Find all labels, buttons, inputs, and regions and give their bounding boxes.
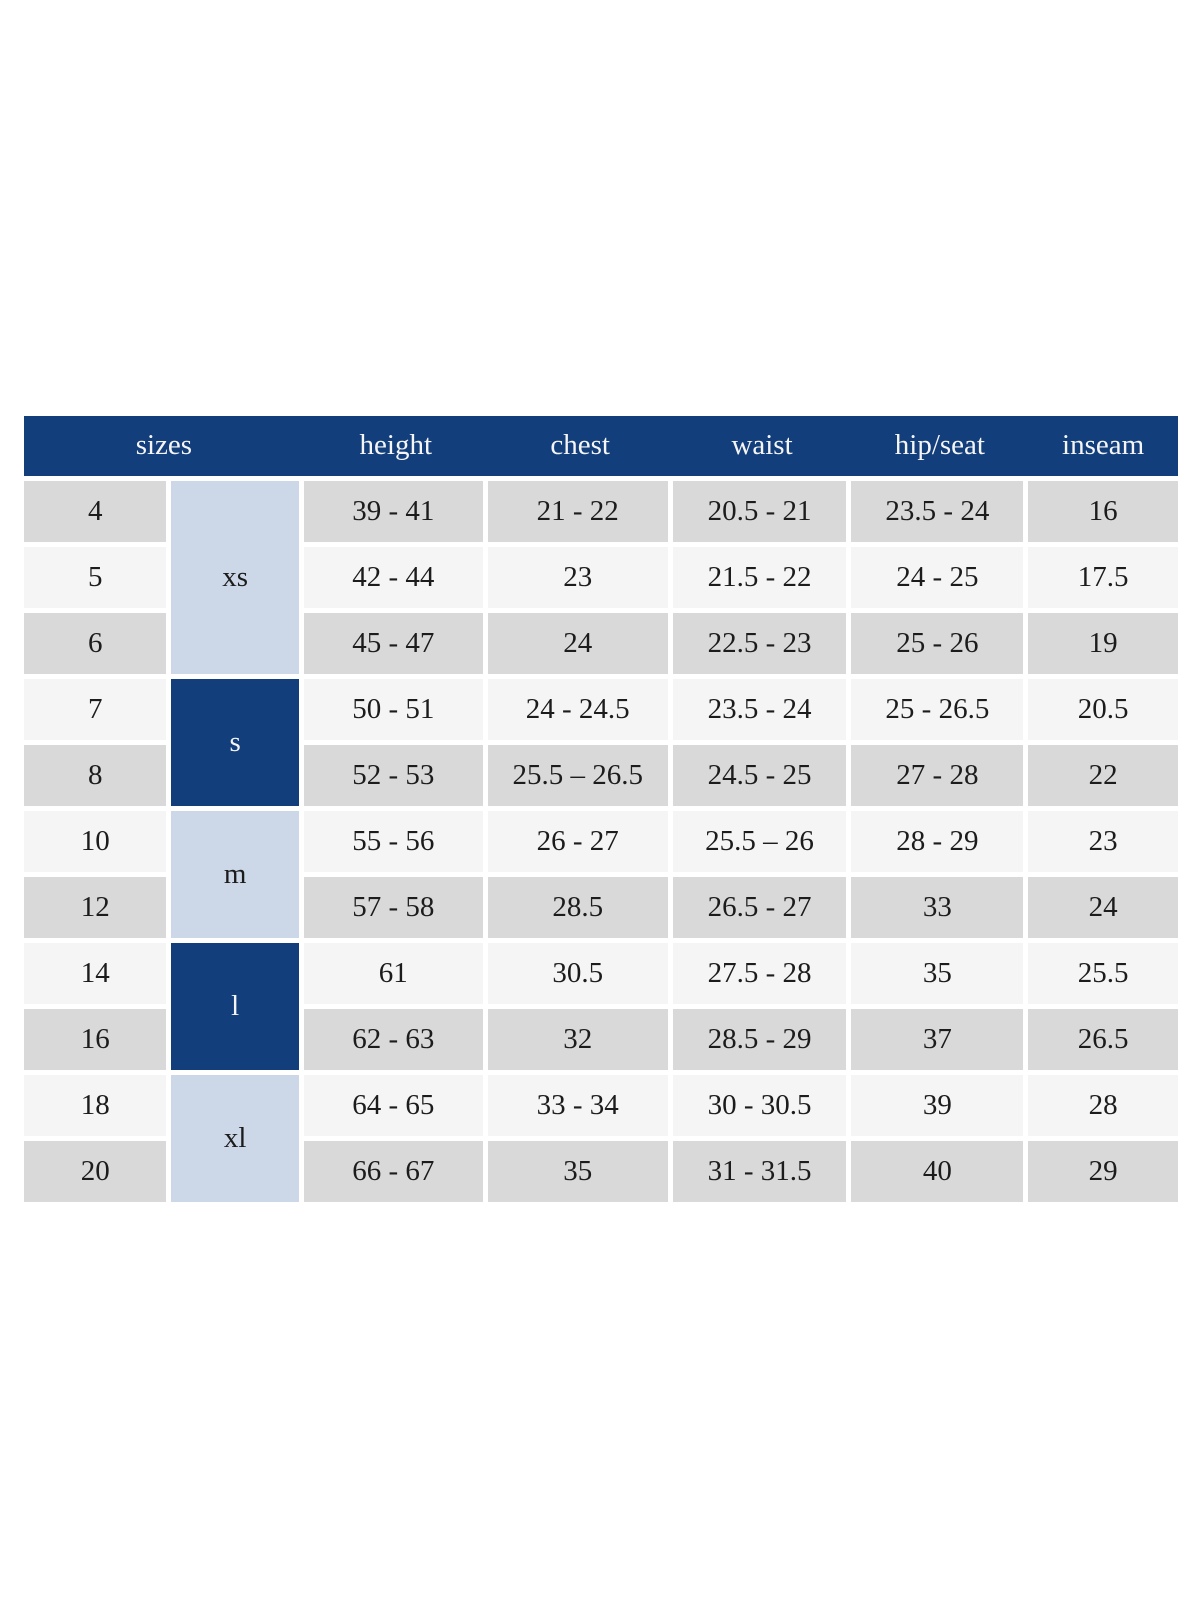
inseam-cell: 19: [1028, 613, 1178, 679]
size-chart-table: sizes height chest waist hip/seat inseam…: [24, 416, 1178, 1207]
height-cell: 50 - 51: [303, 679, 488, 745]
hip-seat-cell: 35: [851, 943, 1029, 1009]
group-cell-xl: xl: [171, 1075, 304, 1207]
hip-seat-cell: 23.5 - 24: [851, 481, 1029, 547]
hip-seat-cell: 28 - 29: [851, 811, 1029, 877]
waist-cell: 22.5 - 23: [672, 613, 852, 679]
size-cell: 16: [24, 1009, 172, 1075]
waist-cell: 20.5 - 21: [672, 481, 852, 547]
hip-seat-cell: 40: [851, 1141, 1029, 1207]
size-cell: 14: [24, 943, 172, 1009]
waist-cell: 30 - 30.5: [672, 1075, 852, 1141]
inseam-cell: 23: [1028, 811, 1178, 877]
size-cell: 7: [24, 679, 172, 745]
height-cell: 62 - 63: [303, 1009, 488, 1075]
chest-cell: 35: [487, 1141, 673, 1207]
header-chest: chest: [487, 416, 673, 481]
header-sizes: sizes: [24, 416, 304, 481]
table-row: 4 xs 39 - 41 21 - 22 20.5 - 21 23.5 - 24…: [24, 481, 1178, 679]
chest-cell: 32: [487, 1009, 673, 1075]
chest-cell: 26 - 27: [487, 811, 673, 877]
header-inseam: inseam: [1028, 416, 1178, 481]
size-cell: 6: [24, 613, 172, 679]
inseam-cell: 16: [1028, 481, 1178, 547]
inseam-cell: 29: [1028, 1141, 1178, 1207]
height-cell: 39 - 41: [303, 481, 488, 547]
inseam-cell: 26.5: [1028, 1009, 1178, 1075]
size-cell: 4: [24, 481, 172, 547]
inseam-cell: 25.5: [1028, 943, 1178, 1009]
waist-cell: 21.5 - 22: [672, 547, 852, 613]
table-row: 8 52 - 53 25.5 – 26.5 24.5 - 25 27 - 28 …: [24, 745, 1178, 811]
waist-cell: 31 - 31.5: [672, 1141, 852, 1207]
header-height: height: [303, 416, 488, 481]
header-hip-seat: hip/seat: [851, 416, 1029, 481]
chest-cell: 30.5: [487, 943, 673, 1009]
chest-cell: 25.5 – 26.5: [487, 745, 673, 811]
table-row: 10 m 55 - 56 26 - 27 25.5 – 26 28 - 29 2…: [24, 811, 1178, 943]
size-cell: 10: [24, 811, 172, 877]
table-row: 5 42 - 44 23 21.5 - 22 24 - 25 17.5: [24, 547, 1178, 613]
size-chart: sizes height chest waist hip/seat inseam…: [24, 416, 1178, 1207]
waist-cell: 26.5 - 27: [672, 877, 852, 943]
inseam-cell: 28: [1028, 1075, 1178, 1141]
size-cell: 12: [24, 877, 172, 943]
hip-seat-cell: 25 - 26: [851, 613, 1029, 679]
table-row: 12 57 - 58 28.5 26.5 - 27 33 24: [24, 877, 1178, 943]
size-cell: 5: [24, 547, 172, 613]
group-cell-m: m: [171, 811, 304, 943]
hip-seat-cell: 27 - 28: [851, 745, 1029, 811]
table-row: 20 66 - 67 35 31 - 31.5 40 29: [24, 1141, 1178, 1207]
inseam-cell: 24: [1028, 877, 1178, 943]
hip-seat-cell: 37: [851, 1009, 1029, 1075]
waist-cell: 24.5 - 25: [672, 745, 852, 811]
size-cell: 8: [24, 745, 172, 811]
table-row: 6 45 - 47 24 22.5 - 23 25 - 26 19: [24, 613, 1178, 679]
chest-cell: 23: [487, 547, 673, 613]
table-row: 7 s 50 - 51 24 - 24.5 23.5 - 24 25 - 26.…: [24, 679, 1178, 811]
group-cell-l: l: [171, 943, 304, 1075]
waist-cell: 28.5 - 29: [672, 1009, 852, 1075]
waist-cell: 25.5 – 26: [672, 811, 852, 877]
hip-seat-cell: 24 - 25: [851, 547, 1029, 613]
hip-seat-cell: 33: [851, 877, 1029, 943]
header-row: sizes height chest waist hip/seat inseam: [24, 416, 1178, 481]
height-cell: 64 - 65: [303, 1075, 488, 1141]
inseam-cell: 17.5: [1028, 547, 1178, 613]
header-waist: waist: [672, 416, 852, 481]
table-row: 16 62 - 63 32 28.5 - 29 37 26.5: [24, 1009, 1178, 1075]
inseam-cell: 20.5: [1028, 679, 1178, 745]
height-cell: 55 - 56: [303, 811, 488, 877]
chest-cell: 24 - 24.5: [487, 679, 673, 745]
chest-cell: 21 - 22: [487, 481, 673, 547]
height-cell: 57 - 58: [303, 877, 488, 943]
group-cell-xs: xs: [171, 481, 304, 679]
size-cell: 18: [24, 1075, 172, 1141]
height-cell: 66 - 67: [303, 1141, 488, 1207]
size-cell: 20: [24, 1141, 172, 1207]
hip-seat-cell: 25 - 26.5: [851, 679, 1029, 745]
waist-cell: 23.5 - 24: [672, 679, 852, 745]
group-cell-s: s: [171, 679, 304, 811]
chest-cell: 33 - 34: [487, 1075, 673, 1141]
chest-cell: 24: [487, 613, 673, 679]
inseam-cell: 22: [1028, 745, 1178, 811]
height-cell: 42 - 44: [303, 547, 488, 613]
hip-seat-cell: 39: [851, 1075, 1029, 1141]
waist-cell: 27.5 - 28: [672, 943, 852, 1009]
height-cell: 45 - 47: [303, 613, 488, 679]
table-row: 14 l 61 30.5 27.5 - 28 35 25.5: [24, 943, 1178, 1075]
height-cell: 52 - 53: [303, 745, 488, 811]
table-row: 18 xl 64 - 65 33 - 34 30 - 30.5 39 28: [24, 1075, 1178, 1207]
height-cell: 61: [303, 943, 488, 1009]
chest-cell: 28.5: [487, 877, 673, 943]
